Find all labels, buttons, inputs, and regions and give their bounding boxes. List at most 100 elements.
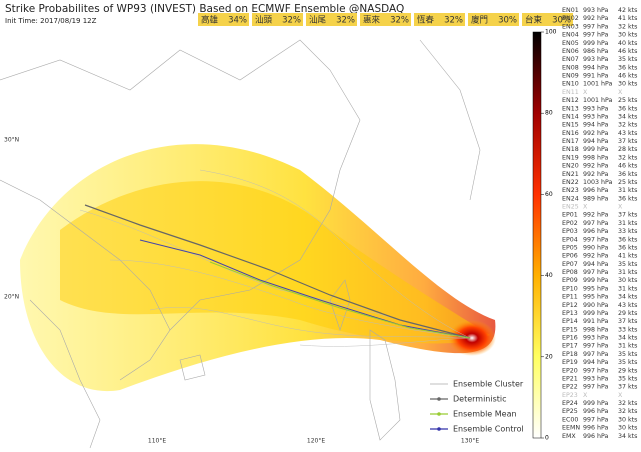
city-box (306, 13, 357, 26)
member-id: EN20 (562, 163, 579, 170)
member-wind: 42 kts (618, 7, 637, 14)
member-wind: 33 kts (618, 326, 637, 333)
member-pressure: 994 hPa (583, 138, 609, 145)
member-wind: 32 kts (618, 154, 637, 161)
member-wind: 32 kts (618, 400, 637, 407)
lat-label: 30°N (4, 137, 19, 144)
member-wind: X (618, 204, 623, 211)
colorbar-tick-label: 60 (545, 191, 553, 198)
member-wind: 41 kts (618, 15, 637, 22)
member-id: EP24 (562, 400, 578, 407)
member-wind: 35 kts (618, 375, 637, 382)
member-wind: 30 kts (618, 81, 637, 88)
init-time: Init Time: 2017/08/19 12Z (5, 17, 97, 25)
city-prob: 32% (282, 16, 301, 26)
city-box (468, 13, 519, 26)
member-wind: 28 kts (618, 146, 637, 153)
member-pressure: 986 hPa (583, 48, 609, 55)
member-id: EP22 (562, 384, 578, 391)
member-id: EP01 (562, 212, 578, 219)
member-pressure: 999 hPa (583, 277, 609, 284)
member-wind: 29 kts (618, 310, 637, 317)
member-wind: 36 kts (618, 171, 637, 178)
member-pressure: 990 hPa (583, 244, 609, 251)
member-pressure: 997 hPa (583, 269, 609, 276)
member-pressure: 997 hPa (583, 384, 609, 391)
member-wind: 32 kts (618, 122, 637, 129)
lat-label: 20°N (4, 294, 19, 301)
member-pressure: 997 hPa (583, 236, 609, 243)
member-pressure: 995 hPa (583, 285, 609, 292)
member-id: EN07 (562, 56, 579, 63)
colorbar-tick-label: 80 (545, 110, 553, 117)
member-wind: 29 kts (618, 367, 637, 374)
member-pressure: 998 hPa (583, 154, 609, 161)
member-id: EP02 (562, 220, 578, 227)
member-pressure: 994 hPa (583, 122, 609, 129)
member-id: EN19 (562, 154, 579, 161)
member-pressure: 996 hPa (583, 408, 609, 415)
city-name: 廈門 (471, 15, 488, 26)
legend-label: Ensemble Cluster (453, 380, 524, 389)
member-pressure: 997 hPa (583, 416, 609, 423)
member-pressure: 999 hPa (583, 310, 609, 317)
member-id: EP04 (562, 236, 578, 243)
member-pressure: 994 hPa (583, 359, 609, 366)
member-id: EP03 (562, 228, 578, 235)
member-wind: 37 kts (618, 138, 637, 145)
colorbar-tick-label: 100 (545, 29, 557, 36)
member-id: EP17 (562, 343, 578, 350)
colorbar-tick-label: 20 (545, 353, 553, 360)
member-wind: 36 kts (618, 105, 637, 112)
member-id: EP07 (562, 261, 578, 268)
member-id: EN14 (562, 113, 579, 120)
member-pressure: 992 hPa (583, 171, 609, 178)
member-pressure: 1003 hPa (583, 179, 613, 186)
lon-label: 120°E (307, 438, 325, 445)
member-id: EP20 (562, 367, 578, 374)
member-id: EP10 (562, 285, 578, 292)
member-pressure: 996 hPa (583, 228, 609, 235)
member-id: EN06 (562, 48, 579, 55)
city-prob: 34% (228, 16, 247, 26)
title: Strike Probabilites of WP93 (INVEST) Bas… (5, 3, 404, 15)
member-id: EP19 (562, 359, 578, 366)
colorbar (532, 31, 542, 439)
member-id: EP15 (562, 326, 578, 333)
member-id: EN18 (562, 146, 579, 153)
member-pressure: 993 hPa (583, 7, 609, 14)
member-wind: X (618, 392, 623, 399)
member-id: EN09 (562, 73, 579, 80)
member-pressure: 997 hPa (583, 343, 609, 350)
member-wind: 34 kts (618, 113, 637, 120)
member-wind: 30 kts (618, 425, 637, 432)
member-pressure: X (583, 89, 588, 96)
member-pressure: 994 hPa (583, 64, 609, 71)
member-id: EN21 (562, 171, 579, 178)
member-id: EN17 (562, 138, 579, 145)
member-id: EP08 (562, 269, 578, 276)
member-pressure: 998 hPa (583, 326, 609, 333)
member-pressure: 992 hPa (583, 253, 609, 260)
member-wind: 31 kts (618, 220, 637, 227)
member-pressure: X (583, 392, 588, 399)
city-box (360, 13, 411, 26)
member-pressure: 992 hPa (583, 130, 609, 137)
member-id: EN12 (562, 97, 579, 104)
legend-dot (437, 412, 441, 416)
member-wind: 35 kts (618, 351, 637, 358)
city-box (198, 13, 249, 26)
city-name: 汕頭 (255, 15, 273, 26)
member-pressure: 997 hPa (583, 220, 609, 227)
legend-dot (437, 427, 441, 431)
colorbar-tick-label: 0 (545, 435, 549, 442)
member-id: EP18 (562, 351, 578, 358)
member-pressure: 996 hPa (583, 425, 609, 432)
member-wind: 36 kts (618, 64, 637, 71)
member-pressure: 993 hPa (583, 375, 609, 382)
member-pressure: 993 hPa (583, 113, 609, 120)
member-wind: 35 kts (618, 261, 637, 268)
member-id: EN04 (562, 32, 579, 39)
member-pressure: 997 hPa (583, 23, 609, 30)
member-id: EP23 (562, 392, 578, 399)
